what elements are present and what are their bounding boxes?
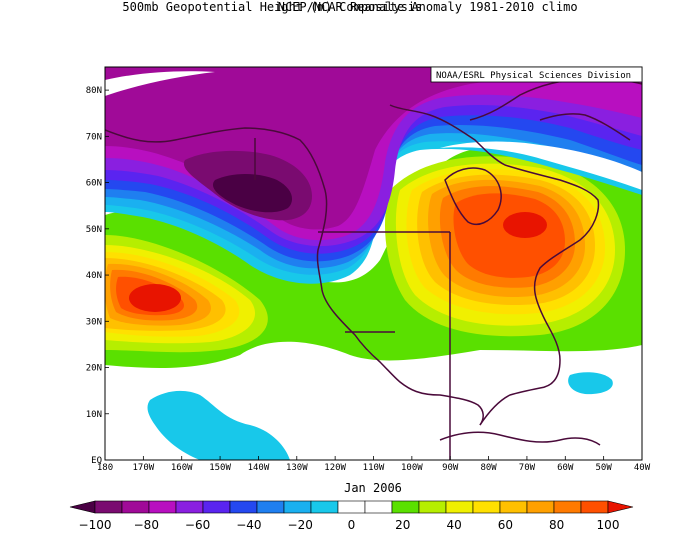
colorbar-swatch bbox=[175, 500, 204, 514]
colorbar-swatch bbox=[607, 500, 634, 514]
quebec-high-core bbox=[503, 212, 547, 238]
lat-tick-label: 60N bbox=[86, 179, 102, 189]
title-line-2: 500mb Geopotential Height (m) Composite … bbox=[122, 0, 578, 14]
credit-text: NOAA/ESRL Physical Sciences Division bbox=[436, 71, 631, 81]
colorbar-tick-label: −20 bbox=[288, 518, 313, 532]
colorbar-tick-label: −80 bbox=[134, 518, 159, 532]
colorbar-swatch bbox=[202, 500, 231, 514]
lat-tick-label: EQ bbox=[91, 456, 102, 466]
hudson-bay-line bbox=[444, 167, 502, 226]
colorbar-tick-label: −40 bbox=[236, 518, 261, 532]
west-coast-line bbox=[105, 127, 484, 426]
us-canada-border bbox=[318, 231, 451, 460]
colorbar-tick-label: 100 bbox=[597, 518, 620, 532]
lon-tick-label: 90W bbox=[442, 463, 459, 473]
lon-tick-label: 70W bbox=[519, 463, 536, 473]
greenland-line bbox=[539, 113, 631, 141]
lon-tick-label: 150W bbox=[209, 463, 231, 473]
lat-tick-label: 80N bbox=[86, 86, 102, 96]
period-label: Jan 2006 bbox=[344, 481, 402, 495]
lon-tick-label: 170W bbox=[133, 463, 155, 473]
lon-tick-label: 100W bbox=[401, 463, 423, 473]
colorbar-swatch bbox=[121, 500, 150, 514]
lon-tick-label: 120W bbox=[324, 463, 346, 473]
lat-tick-label: 50N bbox=[86, 225, 102, 235]
colorbar-swatch bbox=[580, 500, 609, 514]
colorbar-swatch bbox=[94, 500, 123, 514]
colorbar-swatch bbox=[256, 500, 285, 514]
longitude-tick-labels: 180 170W 160W 150W 140W 130W 120W 110W 100W 90W 80… bbox=[97, 463, 651, 473]
credit-box: NOAA/ESRL Physical Sciences Division bbox=[430, 66, 643, 83]
zero-anomaly-region-top bbox=[105, 71, 215, 96]
lat-tick-label: 30N bbox=[86, 317, 102, 327]
colorbar-tick-labels: −100 −80 −60 −40 −20 0 20 40 60 80 100 bbox=[79, 518, 620, 532]
negative-anomaly-patch-pacific bbox=[147, 390, 290, 460]
colorbar-swatch bbox=[69, 500, 96, 514]
lon-tick-label: 50W bbox=[596, 463, 613, 473]
pacific-high-core bbox=[129, 284, 181, 312]
lon-tick-label: 140W bbox=[248, 463, 270, 473]
lon-tick-label: 110W bbox=[363, 463, 385, 473]
colorbar bbox=[69, 500, 634, 514]
colorbar-swatch bbox=[337, 500, 366, 514]
lat-tick-label: 40N bbox=[86, 271, 102, 281]
colorbar-swatch bbox=[229, 500, 258, 514]
colorbar-tick-label: 80 bbox=[549, 518, 564, 532]
colorbar-swatch bbox=[310, 500, 339, 514]
lon-tick-label: 80W bbox=[480, 463, 497, 473]
colorbar-swatch bbox=[364, 500, 393, 514]
lon-tick-label: 40W bbox=[634, 463, 651, 473]
colorbar-swatch bbox=[418, 500, 447, 514]
negative-anomaly-a00a98 bbox=[105, 67, 600, 230]
anomaly-contour-50-east bbox=[453, 193, 565, 278]
negative-anomaly-patch-atlantic bbox=[568, 372, 613, 395]
lon-tick-label: 130W bbox=[286, 463, 308, 473]
lat-tick-label: 70N bbox=[86, 132, 102, 142]
lon-tick-label: 60W bbox=[557, 463, 574, 473]
alaska-low-core bbox=[212, 174, 293, 213]
colorbar-swatch bbox=[283, 500, 312, 514]
coastline bbox=[105, 77, 642, 460]
colorbar-swatch bbox=[472, 500, 501, 514]
colorbar-swatch bbox=[526, 500, 555, 514]
lon-tick-label: 160W bbox=[171, 463, 193, 473]
lon-tick-label: 180 bbox=[97, 463, 113, 473]
colorbar-tick-label: 20 bbox=[395, 518, 410, 532]
zero-anomaly-region-east bbox=[440, 141, 642, 190]
colorbar-tick-label: 60 bbox=[498, 518, 513, 532]
colorbar-swatch bbox=[391, 500, 420, 514]
caribbean-islands-line bbox=[439, 431, 601, 446]
lat-tick-label: 20N bbox=[86, 364, 102, 374]
anomaly-field bbox=[105, 67, 642, 460]
colorbar-tick-label: 40 bbox=[446, 518, 461, 532]
colorbar-swatch bbox=[499, 500, 528, 514]
lat-tick-label: 10N bbox=[86, 410, 102, 420]
axis-tick-marks bbox=[104, 89, 643, 461]
latitude-tick-labels: EQ 10N 20N 30N 40N 50N 60N 70N 80N bbox=[86, 86, 102, 466]
colorbar-tick-label: −100 bbox=[79, 518, 112, 532]
east-coast-line bbox=[389, 104, 600, 426]
colorbar-swatch bbox=[445, 500, 474, 514]
colorbar-swatch bbox=[553, 500, 582, 514]
colorbar-tick-label: −60 bbox=[185, 518, 210, 532]
title-line-1: NCEP/NCAR Reanalysis bbox=[277, 0, 423, 14]
colorbar-swatch bbox=[148, 500, 177, 514]
colorbar-tick-label: 0 bbox=[348, 518, 356, 532]
